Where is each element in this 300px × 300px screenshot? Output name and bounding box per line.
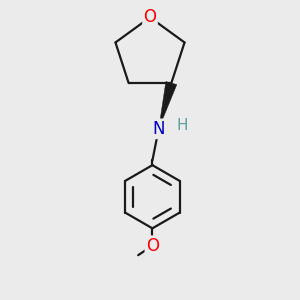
Text: O: O: [143, 8, 157, 26]
Polygon shape: [159, 82, 177, 129]
Text: O: O: [146, 237, 159, 255]
Text: N: N: [152, 120, 165, 138]
Text: H: H: [177, 118, 188, 133]
